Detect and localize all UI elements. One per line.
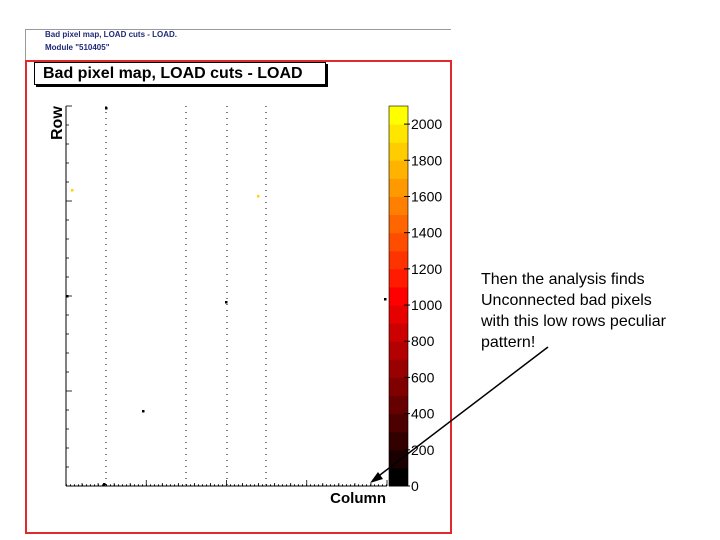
annotation-line: pattern! [481,334,536,351]
colorbar-band [389,250,408,270]
colorbar-band [389,377,408,397]
colorbar-tick-label: 600 [411,369,435,385]
y-axis-label: Row [49,106,66,140]
colorbar-band [389,232,408,252]
colorbar-band [389,413,408,433]
colorbar-tick-label: 400 [411,406,435,422]
colorbar-band [389,160,408,179]
bad-pixel [225,301,228,304]
colorbar-band [389,268,408,288]
x-axis-label: Column [330,490,386,507]
plot-background [66,106,387,486]
header-module: Module "510405" [45,43,110,52]
bad-pixel [142,410,145,413]
colorbar-tick-label: 2000 [411,116,442,132]
colorbar-tick-label: 1000 [411,297,442,313]
colorbar-band [389,395,408,415]
colorbar-band [389,106,408,125]
annotation-text: Then the analysis finds Unconnected bad … [481,269,706,353]
colorbar-tick-label: 200 [411,442,435,458]
colorbar-tick-label: 1400 [411,225,442,241]
bad-pixel [103,483,106,486]
colorbar-band [389,214,408,234]
chart-title: Bad pixel map, LOAD cuts - LOAD [43,65,303,82]
colorbar [388,105,409,487]
chart-title-box: Bad pixel map, LOAD cuts - LOAD [34,62,326,85]
colorbar-tick-label: 1200 [411,261,442,277]
plot-area [65,105,388,487]
colorbar-band [389,323,408,342]
colorbar-ticks: 0 200 400 600 800 1000 1200 1400 1600 1800 2000 [404,116,442,494]
colorbar-band [389,178,408,197]
annotation-arrow [370,346,549,483]
colorbar-band [389,196,408,216]
bad-pixel [66,295,69,298]
canvas-header-frame [25,29,451,60]
annotation-line: Then the analysis finds [481,271,645,288]
header-title: Bad pixel map, LOAD cuts - LOAD. [45,30,178,39]
colorbar-tick-label: 1600 [411,188,442,204]
colorbar-band [389,142,408,161]
colorbar-tick-label: 800 [411,333,435,349]
colorbar-tick-label: 0 [411,478,419,494]
colorbar-band [389,467,408,487]
bad-pixel-dots [66,106,387,486]
colorbar-band [389,124,408,143]
colorbar-band [389,431,408,451]
colorbar-band [389,341,408,360]
bad-pixel [71,189,74,192]
annotation-line: Unconnected bad pixels [481,292,652,309]
bad-pixel [384,298,387,301]
colorbar-band [389,305,408,324]
bad-pixel [257,195,260,198]
colorbar-band [389,286,408,306]
colorbar-outline [388,105,409,487]
bad-pixel [105,107,108,110]
annotation-line: with this low rows peculiar [481,313,666,330]
colorbar-tick-label: 1800 [411,152,442,168]
colorbar-band [389,359,408,378]
